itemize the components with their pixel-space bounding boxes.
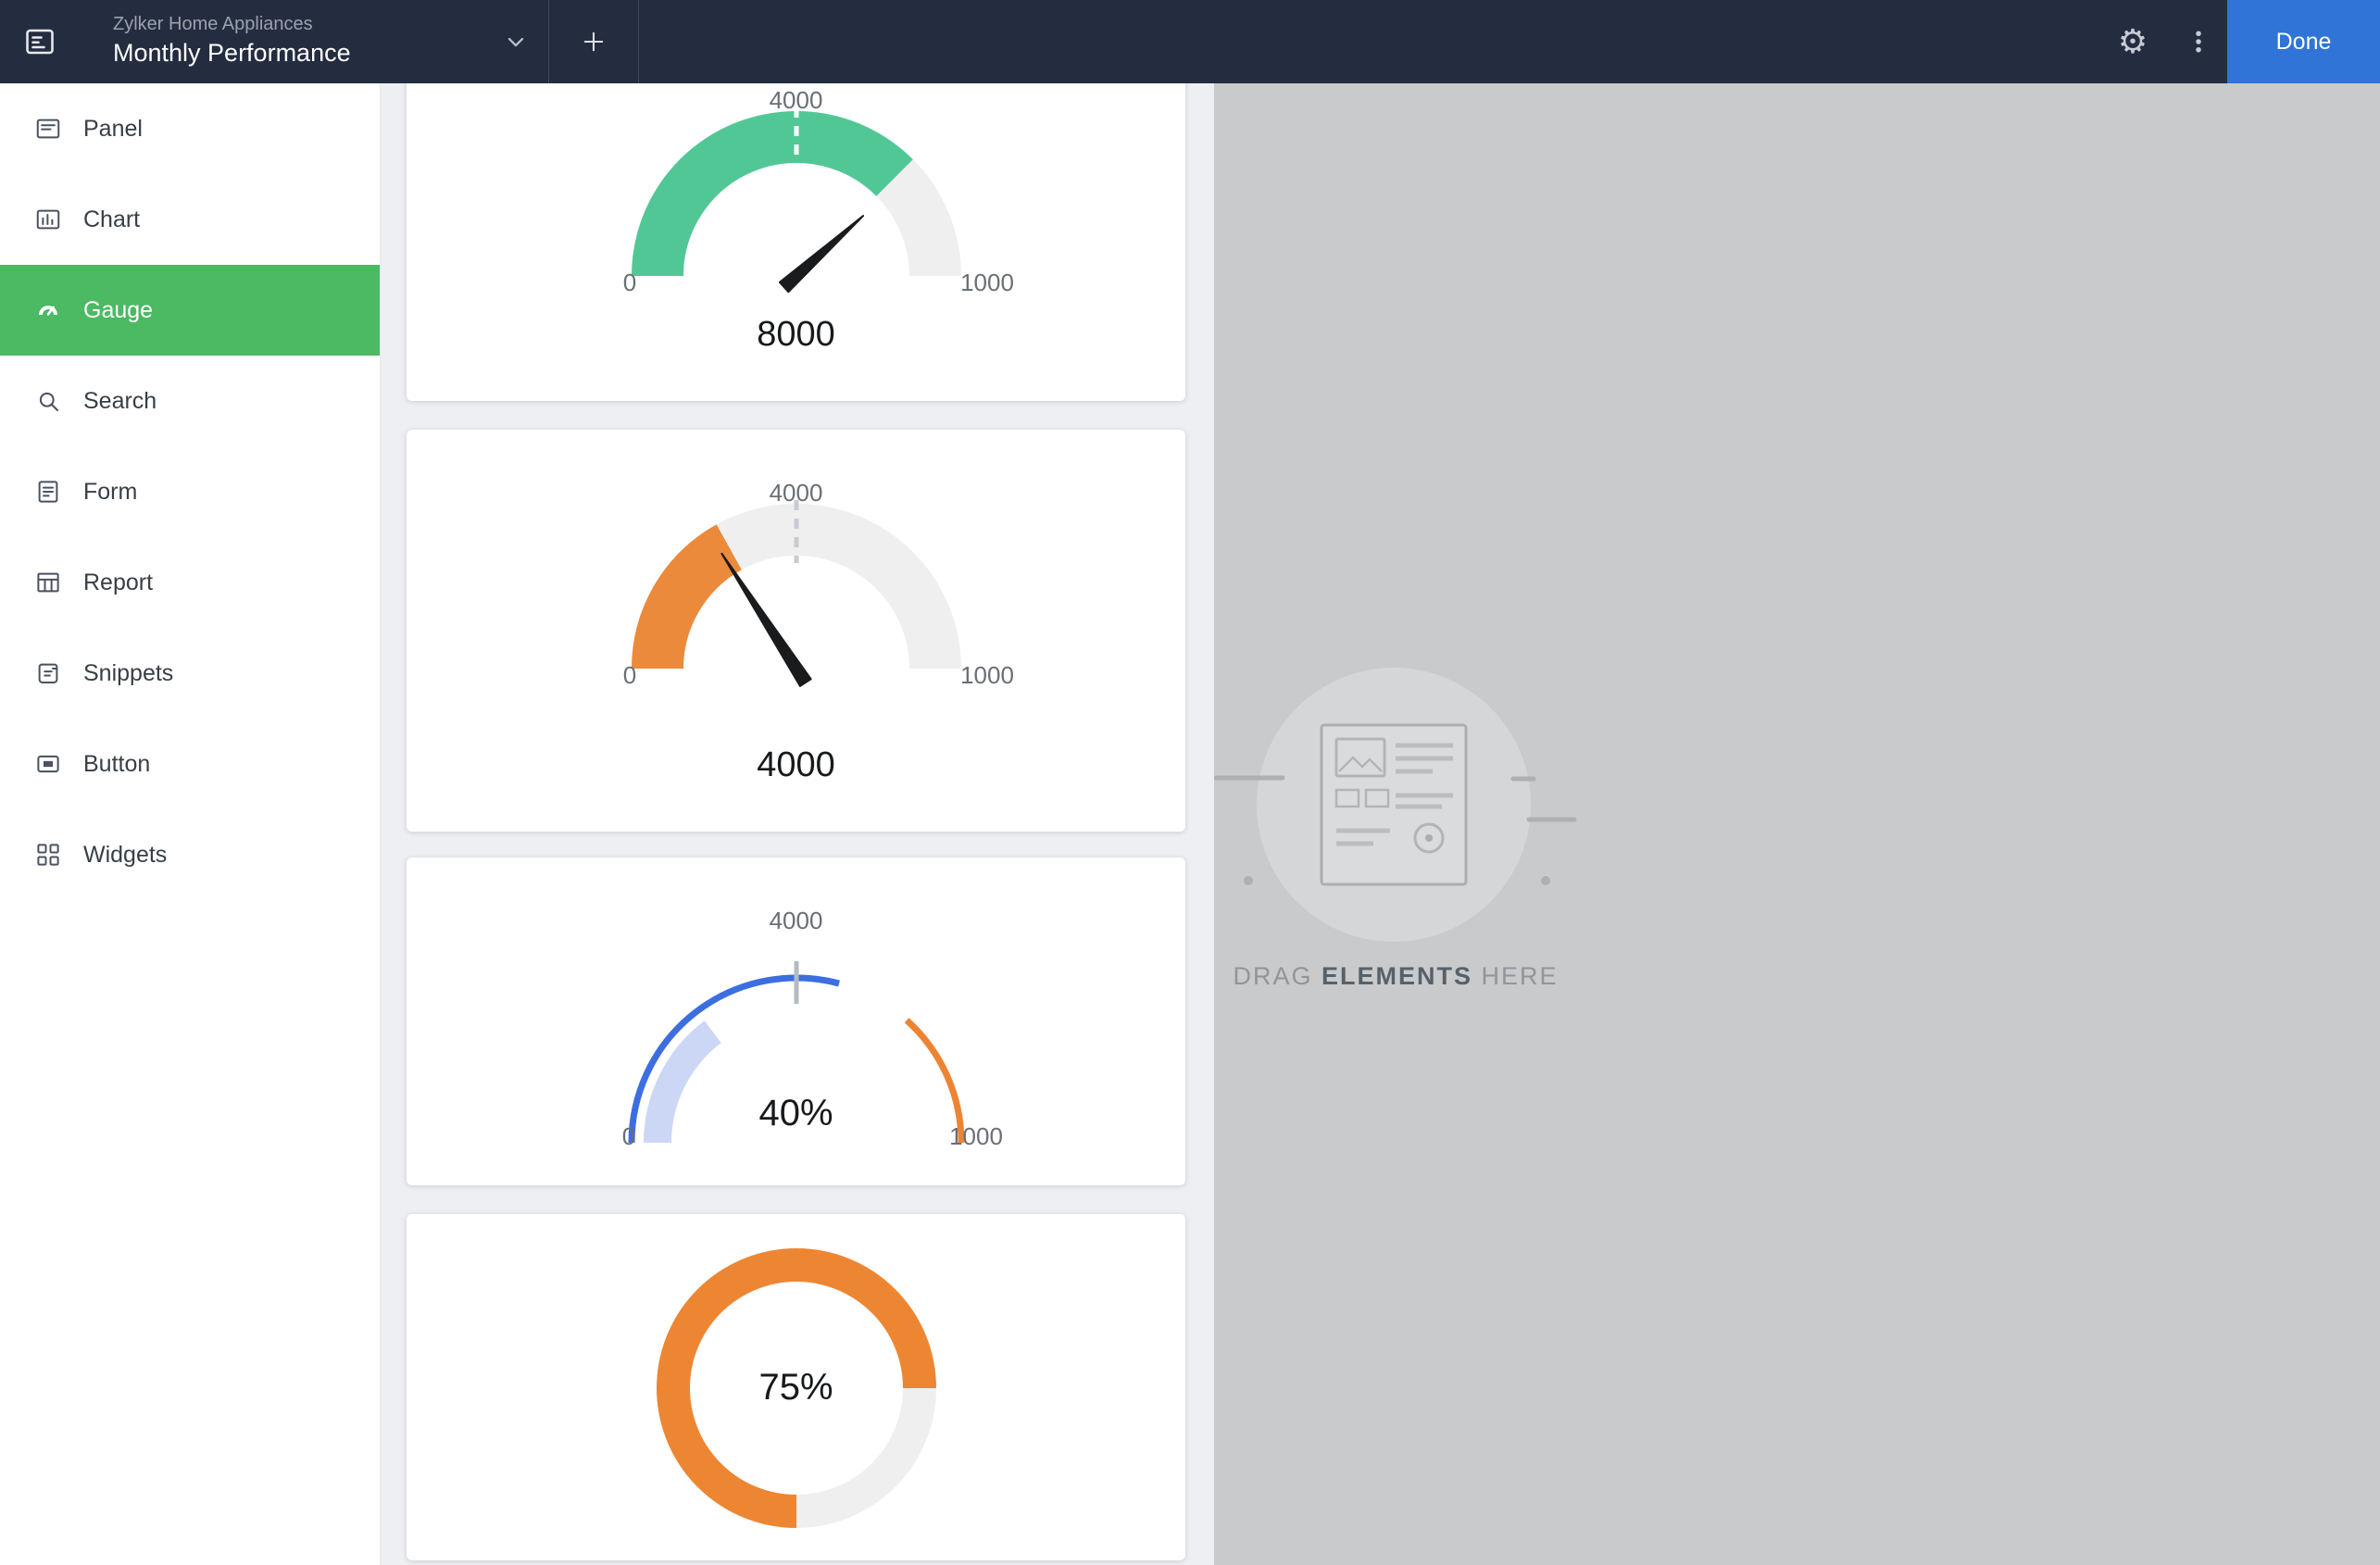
sidebar-item-chart[interactable]: Chart <box>0 174 380 265</box>
gauge-min-label: 0 <box>621 1122 636 1150</box>
report-icon <box>34 569 62 596</box>
form-icon <box>34 478 62 506</box>
sidebar-item-widgets[interactable]: Widgets <box>0 809 380 900</box>
topbar: Zylker Home Appliances Monthly Performan… <box>0 0 2380 83</box>
gauge-min-label: 0 <box>622 661 637 689</box>
drop-hint-text: DRAG ELEMENTS HERE <box>1214 959 1577 993</box>
gauge-target-label: 4000 <box>769 907 823 934</box>
sidebar-item-gauge[interactable]: Gauge <box>0 265 380 356</box>
widgets-icon <box>34 841 62 869</box>
sidebar-item-label: Button <box>83 750 151 777</box>
gauge-value: 8000 <box>757 315 835 354</box>
sidebar-item-form[interactable]: Form <box>0 446 380 537</box>
sidebar-item-label: Form <box>83 478 138 505</box>
dial-gauge-green-figure <box>407 83 1185 343</box>
search-icon <box>34 387 62 415</box>
gauge-value: 75% <box>758 1367 833 1408</box>
sidebar-item-label: Report <box>83 569 154 595</box>
gauge-icon <box>34 296 62 324</box>
gauge-target-label: 4000 <box>769 86 823 114</box>
element-sidebar: Panel Chart Gauge Search <box>0 83 381 1565</box>
page-title: Monthly Performance <box>113 39 351 67</box>
divider <box>638 0 639 83</box>
drop-hint-word: HERE <box>1481 962 1559 990</box>
sidebar-item-report[interactable]: Report <box>0 537 380 628</box>
dial-gauge-orange-figure <box>407 430 1185 735</box>
more-options-icon[interactable] <box>2170 0 2227 83</box>
gauge-value: 4000 <box>757 745 835 784</box>
sidebar-item-label: Gauge <box>83 296 154 323</box>
topbar-spacer <box>639 0 2096 83</box>
sidebar-item-button[interactable]: Button <box>0 719 380 809</box>
gauge-option-dial-green[interactable]: 4000 0 1000 8000 <box>407 83 1185 401</box>
sidebar-item-snippets[interactable]: Snippets <box>0 628 380 719</box>
placeholder-illustration <box>1214 668 1577 942</box>
sidebar-item-label: Panel <box>83 115 143 142</box>
snippets-icon <box>34 659 62 687</box>
gauge-option-dial-orange[interactable]: 4000 0 1000 4000 <box>407 430 1185 832</box>
settings-gear-icon[interactable]: ⚙ <box>2096 0 2170 83</box>
drop-hint-word-emphasis: ELEMENTS <box>1321 962 1472 990</box>
chart-icon <box>34 206 62 233</box>
design-canvas[interactable]: DRAG ELEMENTS HERE <box>1214 83 2380 1565</box>
button-icon <box>34 750 62 778</box>
gauge-option-meter[interactable]: 4000 0 1000 40% <box>407 858 1185 1185</box>
gauge-max-label: 1000 <box>960 269 1014 296</box>
done-button[interactable]: Done <box>2227 0 2380 83</box>
app-icon[interactable] <box>0 0 80 83</box>
gauge-max-label: 1000 <box>949 1122 1003 1150</box>
sidebar-item-label: Chart <box>83 206 141 232</box>
chevron-down-icon[interactable] <box>483 0 548 83</box>
sidebar-item-search[interactable]: Search <box>0 356 380 446</box>
title-block: Zylker Home Appliances Monthly Performan… <box>113 0 483 83</box>
gauge-max-label: 1000 <box>960 661 1014 689</box>
app-name: Zylker Home Appliances <box>113 14 313 34</box>
gauge-target-label: 4000 <box>769 479 823 507</box>
sidebar-item-panel[interactable]: Panel <box>0 83 380 174</box>
gauge-min-label: 0 <box>622 269 637 296</box>
panel-icon <box>34 115 62 143</box>
gauge-value: 40% <box>758 1093 833 1133</box>
gauge-palette: 4000 0 1000 8000 4000 0 1000 4000 4000 0… <box>381 83 1214 1565</box>
drop-hint-word: DRAG <box>1233 962 1313 990</box>
sidebar-item-label: Search <box>83 387 157 414</box>
sidebar-item-label: Snippets <box>83 659 174 686</box>
gauge-option-ring[interactable]: 75% <box>407 1214 1185 1560</box>
sidebar-item-label: Widgets <box>83 841 168 868</box>
add-element-button[interactable] <box>549 0 638 83</box>
divider <box>548 0 549 83</box>
